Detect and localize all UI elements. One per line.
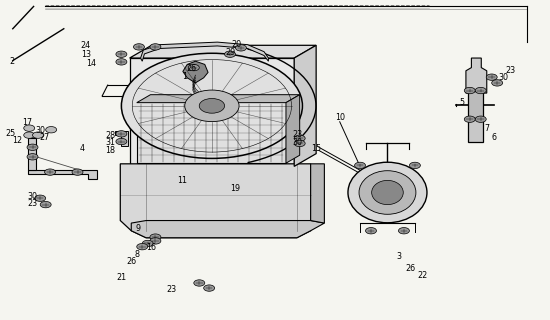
Circle shape (150, 234, 161, 240)
Circle shape (409, 162, 420, 169)
Text: 24: 24 (81, 41, 91, 51)
Text: 11: 11 (177, 176, 187, 185)
Polygon shape (130, 45, 316, 58)
Circle shape (398, 228, 409, 234)
Polygon shape (466, 58, 487, 93)
Circle shape (116, 138, 127, 145)
Text: 13: 13 (81, 50, 91, 59)
Text: 22: 22 (417, 271, 427, 280)
Text: 4: 4 (79, 144, 84, 153)
Text: 10: 10 (335, 113, 345, 122)
Text: 29: 29 (225, 48, 235, 57)
Polygon shape (130, 58, 294, 166)
Circle shape (32, 132, 43, 138)
Polygon shape (131, 220, 324, 238)
Text: 31: 31 (106, 138, 116, 147)
Text: 9: 9 (135, 224, 140, 233)
Circle shape (486, 74, 497, 80)
Ellipse shape (359, 171, 416, 214)
Text: 26: 26 (186, 64, 197, 73)
Circle shape (45, 169, 56, 175)
Text: 30: 30 (498, 73, 508, 82)
Circle shape (116, 59, 127, 65)
Polygon shape (468, 92, 483, 119)
Polygon shape (115, 131, 128, 146)
Text: 14: 14 (86, 59, 96, 68)
Text: 2: 2 (9, 57, 14, 66)
Circle shape (464, 87, 475, 94)
Text: 25: 25 (6, 129, 16, 138)
Circle shape (72, 169, 83, 175)
Text: 23: 23 (292, 130, 302, 139)
Polygon shape (286, 95, 300, 163)
Text: 23: 23 (167, 285, 177, 294)
Text: 26: 26 (405, 264, 415, 273)
Ellipse shape (348, 162, 427, 223)
Circle shape (355, 162, 366, 169)
Circle shape (204, 285, 214, 291)
Text: 1: 1 (183, 72, 188, 81)
Circle shape (294, 135, 305, 141)
Circle shape (366, 228, 377, 234)
Polygon shape (137, 95, 300, 103)
Text: 12: 12 (12, 136, 22, 145)
Polygon shape (468, 118, 483, 142)
Text: 3: 3 (397, 252, 402, 261)
Circle shape (46, 126, 57, 133)
Text: 16: 16 (146, 243, 156, 252)
Polygon shape (141, 42, 268, 61)
Text: 30: 30 (292, 138, 302, 147)
Text: 30: 30 (35, 125, 45, 134)
Text: 23: 23 (28, 199, 37, 208)
Text: 6: 6 (492, 132, 497, 141)
Polygon shape (294, 45, 316, 166)
Polygon shape (28, 170, 97, 179)
Circle shape (185, 90, 239, 122)
Polygon shape (28, 138, 36, 170)
Circle shape (137, 244, 148, 250)
Circle shape (194, 280, 205, 286)
Circle shape (27, 144, 38, 150)
Text: 19: 19 (230, 184, 240, 193)
Circle shape (224, 51, 235, 57)
Polygon shape (311, 164, 324, 223)
Text: 21: 21 (117, 273, 126, 282)
Circle shape (150, 238, 161, 244)
Circle shape (142, 240, 153, 247)
Circle shape (188, 64, 199, 71)
Polygon shape (137, 103, 286, 163)
Circle shape (294, 140, 305, 147)
Ellipse shape (372, 180, 403, 204)
Text: 20: 20 (232, 40, 241, 49)
Text: 7: 7 (484, 124, 490, 132)
Text: 8: 8 (134, 250, 139, 259)
Text: 23: 23 (506, 66, 516, 75)
Circle shape (116, 131, 127, 137)
Text: 15: 15 (312, 144, 322, 153)
Circle shape (27, 154, 38, 160)
Text: 18: 18 (106, 146, 116, 155)
Text: 5: 5 (459, 98, 464, 107)
Circle shape (475, 87, 486, 94)
Circle shape (475, 116, 486, 123)
Circle shape (24, 125, 35, 131)
Circle shape (134, 44, 145, 50)
Text: 28: 28 (106, 131, 116, 140)
Circle shape (150, 44, 161, 50)
Circle shape (235, 45, 246, 51)
Text: 30: 30 (28, 192, 37, 201)
Circle shape (116, 51, 127, 57)
Text: 17: 17 (22, 118, 32, 127)
Text: 26: 26 (126, 257, 136, 266)
Circle shape (35, 195, 46, 201)
Circle shape (40, 201, 51, 208)
Circle shape (464, 116, 475, 123)
Polygon shape (120, 164, 311, 238)
Circle shape (492, 80, 503, 86)
Text: 27: 27 (40, 133, 49, 142)
Circle shape (122, 53, 303, 158)
Circle shape (199, 99, 224, 113)
Circle shape (24, 132, 35, 138)
Polygon shape (183, 61, 208, 83)
